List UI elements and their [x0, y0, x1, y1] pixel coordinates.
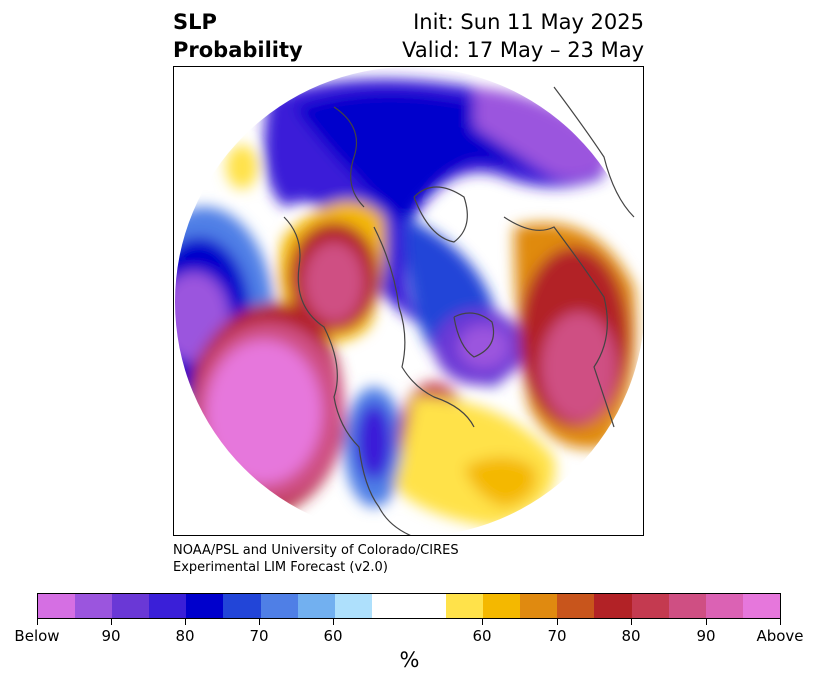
probability-map: [173, 66, 644, 536]
colorbar-segment: [223, 594, 261, 618]
valid-range: Valid: 17 May – 23 May: [402, 38, 644, 62]
coastlines: [283, 86, 635, 535]
colorbar-tick-label: 80: [621, 627, 641, 645]
colorbar-tick: [333, 619, 334, 625]
colorbar-tick-label: 90: [696, 627, 716, 645]
credit-line-1: NOAA/PSL and University of Colorado/CIRE…: [173, 543, 459, 558]
colorbar-segment: [520, 594, 558, 618]
colorbar-unit: %: [399, 648, 420, 672]
colorbar-tick: [111, 619, 112, 625]
probability-field: [175, 67, 643, 535]
polar-map-svg: [175, 67, 643, 535]
colorbar: [37, 593, 781, 619]
colorbar-segment: [631, 594, 669, 618]
colorbar-segment: [260, 594, 298, 618]
colorbar-tick-label: 60: [323, 627, 343, 645]
colorbar-tick: [37, 619, 38, 625]
colorbar-tick-label: 70: [249, 627, 269, 645]
colorbar-segment: [297, 594, 335, 618]
colorbar-segment: [149, 594, 187, 618]
colorbar-segment: [38, 594, 76, 618]
init-date: Init: Sun 11 May 2025: [413, 10, 644, 34]
title-variable-sub: Probability: [173, 38, 303, 62]
colorbar-segment: [408, 594, 447, 618]
colorbar-tick-label: Above: [756, 627, 804, 645]
colorbar-tick: [780, 619, 781, 625]
colorbar-tick: [185, 619, 186, 625]
forecast-dates: Init: Sun 11 May 2025 Valid: 17 May – 23…: [402, 8, 644, 64]
colorbar-segment: [334, 594, 372, 618]
colorbar-tick: [631, 619, 632, 625]
colorbar-segment: [742, 594, 780, 618]
credit-text: NOAA/PSL and University of Colorado/CIRE…: [173, 542, 459, 576]
colorbar-segment: [483, 594, 521, 618]
credit-line-2: Experimental LIM Forecast (v2.0): [173, 560, 388, 575]
colorbar-segment: [705, 594, 743, 618]
colorbar-segment: [75, 594, 113, 618]
colorbar-tick-label: 80: [175, 627, 195, 645]
colorbar-segment: [446, 594, 484, 618]
colorbar-tick: [706, 619, 707, 625]
title-variable: SLP: [173, 10, 217, 34]
colorbar-segment: [668, 594, 706, 618]
colorbar-tick: [482, 619, 483, 625]
colorbar-tick-label: 70: [547, 627, 567, 645]
colorbar-tick-label: Below: [14, 627, 60, 645]
colorbar-segment: [186, 594, 224, 618]
colorbar-segment: [557, 594, 595, 618]
colorbar-segment: [594, 594, 632, 618]
colorbar-segment: [371, 594, 409, 618]
colorbar-tick: [557, 619, 558, 625]
colorbar-tick-label: 60: [472, 627, 492, 645]
colorbar-tick-label: 90: [101, 627, 121, 645]
colorbar-segment: [112, 594, 150, 618]
map-title: SLP Probability: [173, 8, 303, 64]
colorbar-tick: [259, 619, 260, 625]
